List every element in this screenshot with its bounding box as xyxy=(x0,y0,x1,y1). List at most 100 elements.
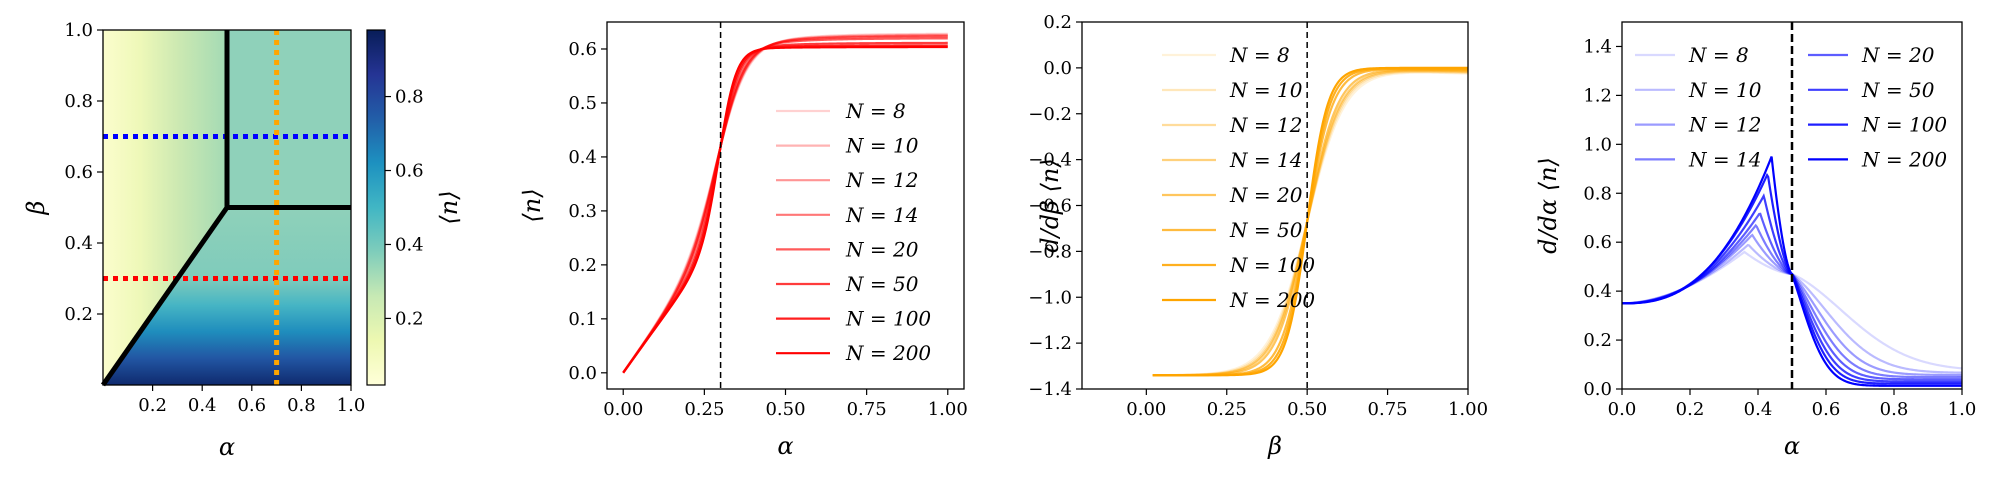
alpha-deriv-ytick-label: 0.4 xyxy=(1583,281,1612,302)
beta-deriv-ytick-label: −0.4 xyxy=(1028,150,1072,171)
alpha-deriv-frame xyxy=(1621,21,1963,390)
legend-label: N = 10 xyxy=(1229,78,1303,102)
legend-label: N = 20 xyxy=(845,237,919,261)
legend-label: N = 12 xyxy=(1229,113,1302,137)
density-xtick-label: 1.00 xyxy=(928,399,968,420)
beta-deriv-ytick-label: 0.0 xyxy=(1043,58,1072,79)
heatmap-xtick-label: 1.0 xyxy=(337,395,366,416)
heatmap-frame xyxy=(102,29,352,386)
beta-deriv-xtick-label: 1.00 xyxy=(1448,399,1488,420)
heatmap-ylabel: β xyxy=(22,201,50,216)
alpha-deriv-ytick-label: 1.4 xyxy=(1583,36,1612,57)
alpha-deriv-ytick-label: 0.0 xyxy=(1583,379,1612,400)
high-density-region xyxy=(103,207,351,385)
density-ytick-label: 0.5 xyxy=(568,93,597,114)
legend-label: N = 12 xyxy=(1688,113,1761,137)
beta-deriv-xtick-label: 0.50 xyxy=(1287,399,1327,420)
series-line xyxy=(1152,69,1468,377)
series-line xyxy=(1152,66,1468,377)
legend-label: N = 100 xyxy=(1229,253,1315,277)
heatmap-xtick-label: 0.6 xyxy=(237,395,266,416)
legend-label: N = 20 xyxy=(1861,43,1935,67)
beta-deriv-ytick-label: −1.0 xyxy=(1028,287,1072,308)
density-xlabel: α xyxy=(777,432,793,460)
alpha-deriv-ylabel: d/dα ⟨n⟩ xyxy=(1534,157,1562,254)
heatmap-ytick-label: 0.8 xyxy=(64,91,93,112)
density-ytick-label: 0.6 xyxy=(568,39,597,60)
low-density-region xyxy=(103,30,227,385)
alpha-deriv-xtick-label: 1.0 xyxy=(1948,399,1977,420)
beta-deriv-ytick-label: −1.4 xyxy=(1028,379,1072,400)
beta-deriv-ylabel: d/dβ ⟨n⟩ xyxy=(1036,158,1064,253)
density-ytick-label: 0.2 xyxy=(568,255,597,276)
colorbar-label: ⟨n⟩ xyxy=(435,190,463,224)
heatmap-ytick-label: 0.4 xyxy=(64,233,93,254)
heatmap-xtick-label: 0.4 xyxy=(188,395,217,416)
series-line xyxy=(622,45,948,374)
density-xtick-label: 0.75 xyxy=(847,399,887,420)
density-ylabel: ⟨n⟩ xyxy=(518,188,546,222)
legend-label: N = 50 xyxy=(845,272,919,296)
legend-label: N = 8 xyxy=(1688,43,1749,67)
density-ytick-label: 0.0 xyxy=(568,363,597,384)
phase-boundary xyxy=(100,206,230,387)
density-xtick-label: 0.00 xyxy=(603,399,643,420)
legend-label: N = 20 xyxy=(1229,183,1303,207)
legend-label: N = 8 xyxy=(1229,43,1290,67)
colorbar-tick-label: 0.6 xyxy=(395,161,424,182)
beta-deriv-xtick-label: 0.25 xyxy=(1207,399,1247,420)
density-xtick-label: 0.50 xyxy=(765,399,805,420)
colorbar-tick-label: 0.2 xyxy=(395,308,424,329)
colorbar xyxy=(366,29,386,386)
heatmap-xlabel: α xyxy=(219,433,235,461)
alpha-deriv-xtick-label: 0.6 xyxy=(1812,399,1841,420)
heatmap-xtick-label: 0.8 xyxy=(287,395,316,416)
legend-label: N = 14 xyxy=(1229,148,1302,172)
series-line xyxy=(1152,67,1468,377)
beta-deriv-xlabel: β xyxy=(1267,432,1282,460)
series-line xyxy=(622,37,948,374)
series-line xyxy=(1152,70,1468,377)
series-line xyxy=(1152,70,1468,377)
series-line xyxy=(1152,71,1468,377)
alpha-deriv-xtick-label: 0.4 xyxy=(1744,399,1773,420)
legend-label: N = 100 xyxy=(845,307,931,331)
max-current-region xyxy=(227,30,351,208)
legend-label: N = 10 xyxy=(1688,78,1762,102)
legend-label: N = 8 xyxy=(845,99,906,123)
heatmap-xtick-label: 0.2 xyxy=(138,395,167,416)
beta-deriv-xtick-label: 0.00 xyxy=(1126,399,1166,420)
alpha-deriv-ytick-label: 0.2 xyxy=(1583,330,1612,351)
density-xtick-label: 0.25 xyxy=(684,399,724,420)
legend-label: N = 10 xyxy=(845,134,919,158)
heatmap-panel: 0.2 0.4 0.6 0.8 1.0 0.2 0.4 0.6 0.8 1.0 α β 0.2 0.4 0.… xyxy=(22,20,463,461)
alpha-deriv-xtick-label: 0.8 xyxy=(1880,399,1909,420)
heatmap-ytick-label: 1.0 xyxy=(64,20,93,41)
density-ytick-label: 0.1 xyxy=(568,309,597,330)
beta-deriv-xtick-label: 0.75 xyxy=(1368,399,1408,420)
density-ytick-label: 0.3 xyxy=(568,201,597,222)
beta-deriv-ytick-label: −1.2 xyxy=(1028,333,1072,354)
heatmap-ytick-label: 0.6 xyxy=(64,162,93,183)
alpha-deriv-ytick-label: 0.6 xyxy=(1583,232,1612,253)
beta-derivative-panel: N = 8 N = 10 N = 12 N = 14 N = 20 N = 50 N = 1… xyxy=(1028,12,1488,460)
legend-label: N = 12 xyxy=(845,168,918,192)
legend-label: N = 14 xyxy=(845,203,918,227)
series-line xyxy=(1152,68,1468,377)
colorbar-tick-label: 0.8 xyxy=(395,87,424,108)
legend-label: N = 200 xyxy=(1861,147,1947,171)
beta-deriv-ytick-label: 0.2 xyxy=(1043,12,1072,33)
legend-label: N = 50 xyxy=(1229,218,1303,242)
alpha-deriv-xtick-label: 0.2 xyxy=(1676,399,1705,420)
beta-deriv-ytick-label: −0.2 xyxy=(1028,104,1072,125)
alpha-deriv-xlabel: α xyxy=(1784,432,1800,460)
legend-label: N = 200 xyxy=(845,341,931,365)
alpha-derivative-panel: N = 8 N = 10 N = 12 N = 14 N = 20 N = 50 N = 1… xyxy=(1534,21,1977,460)
density-ytick-label: 0.4 xyxy=(568,147,597,168)
legend-label: N = 50 xyxy=(1861,78,1935,102)
series-line xyxy=(1152,67,1468,377)
alpha-deriv-ytick-label: 1.0 xyxy=(1583,134,1612,155)
alpha-deriv-xtick-label: 0.0 xyxy=(1608,399,1637,420)
beta-deriv-ytick-label: −0.8 xyxy=(1028,241,1072,262)
